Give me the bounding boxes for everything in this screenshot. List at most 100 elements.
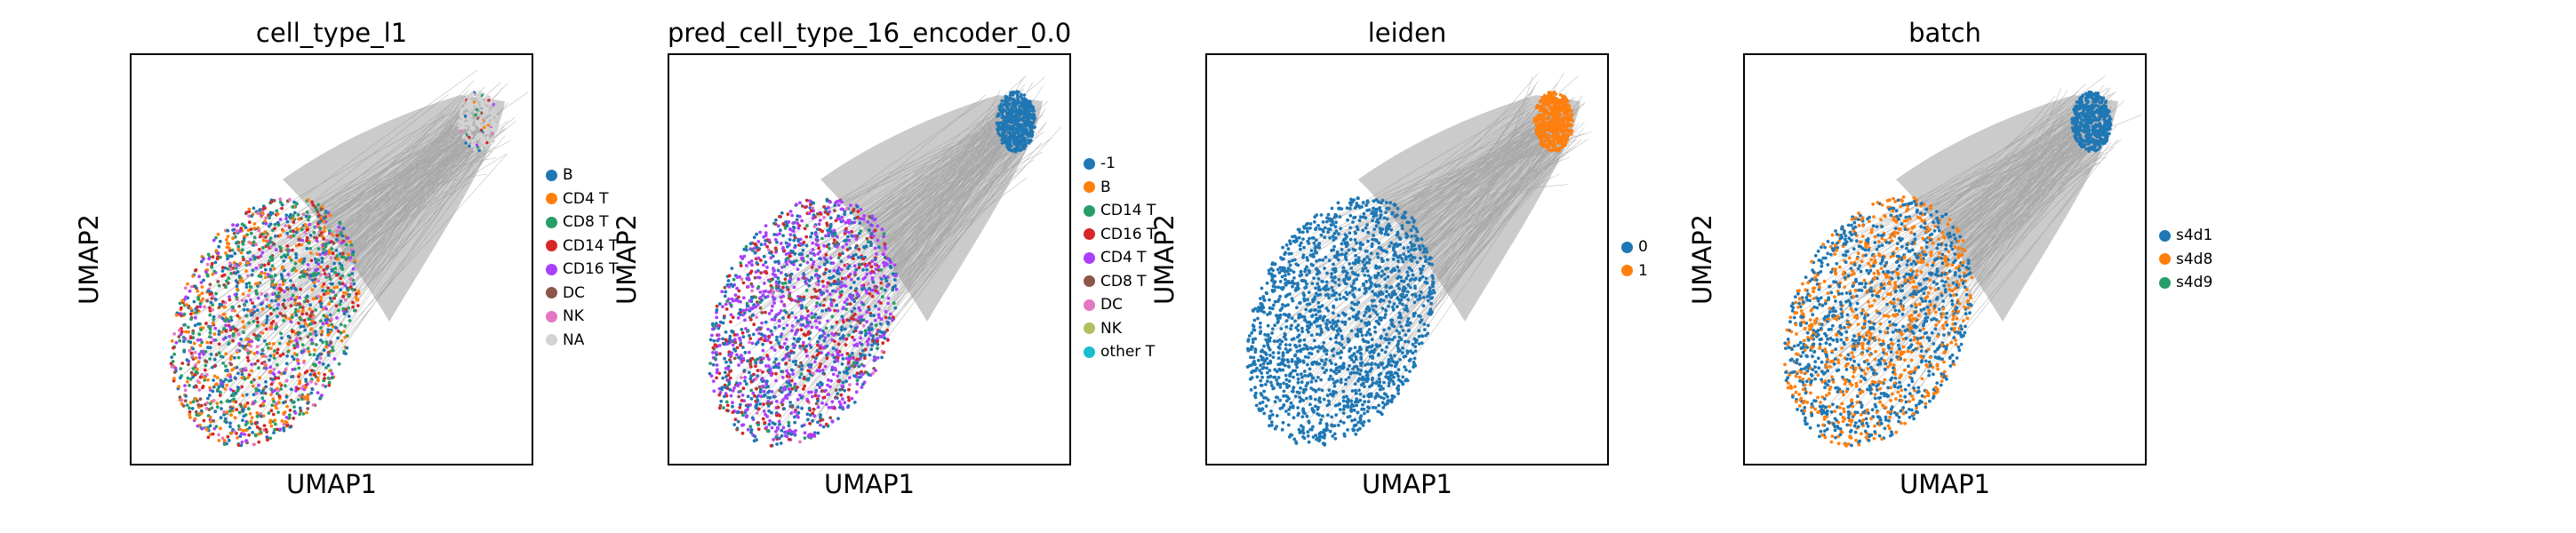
data-point [298, 412, 301, 417]
data-point [735, 353, 739, 357]
data-point [789, 432, 793, 436]
data-point [824, 326, 828, 330]
data-point [300, 227, 304, 232]
data-point [796, 405, 800, 410]
data-point [762, 402, 765, 406]
data-point [352, 282, 356, 286]
data-point [320, 257, 324, 260]
data-point [852, 374, 856, 378]
data-point [332, 241, 336, 245]
data-point [313, 372, 316, 377]
data-point [319, 319, 323, 323]
data-point [469, 118, 474, 122]
data-point [844, 243, 849, 246]
data-point [1344, 297, 1348, 301]
data-point [253, 421, 258, 425]
data-point [735, 346, 740, 350]
data-point [331, 251, 335, 255]
data-point [709, 374, 714, 378]
data-point [222, 439, 227, 442]
data-point [272, 198, 276, 203]
data-point [737, 355, 740, 360]
data-point [179, 306, 183, 310]
data-point [825, 197, 829, 202]
data-point [1028, 139, 1033, 142]
data-point [859, 217, 863, 221]
data-point [211, 365, 214, 370]
data-point [309, 369, 314, 372]
data-point [796, 319, 800, 323]
data-point [284, 362, 289, 366]
data-point [273, 427, 276, 432]
data-point [484, 106, 487, 109]
connectivity-line [218, 112, 477, 351]
data-point [191, 375, 195, 379]
data-point [244, 226, 248, 229]
data-point [213, 260, 218, 265]
data-point [265, 342, 269, 346]
data-point [170, 355, 174, 359]
legend-marker [1084, 204, 1095, 217]
data-point [247, 342, 251, 346]
data-point [792, 226, 796, 230]
data-point [284, 384, 287, 388]
data-point [727, 380, 732, 384]
legend-marker [546, 240, 557, 252]
data-point [326, 333, 331, 337]
data-point [203, 376, 206, 379]
data-point [280, 276, 284, 281]
data-point [780, 376, 785, 379]
data-point [341, 251, 345, 256]
data-point [883, 288, 887, 292]
data-point [818, 386, 822, 389]
data-point [844, 229, 848, 234]
data-point [239, 338, 243, 341]
data-point [340, 241, 344, 245]
data-point [257, 274, 261, 278]
data-point [269, 325, 273, 330]
data-point [282, 371, 286, 375]
data-point [258, 235, 262, 239]
data-point [205, 273, 210, 276]
data-point [230, 248, 235, 252]
data-point [779, 295, 783, 299]
data-point [247, 210, 252, 214]
data-point [796, 226, 801, 230]
data-point [843, 401, 847, 405]
data-point [784, 220, 788, 224]
data-point [316, 247, 321, 251]
data-point [799, 395, 804, 400]
data-point [289, 339, 293, 344]
data-point [264, 221, 268, 226]
data-point [278, 197, 283, 202]
data-point [849, 211, 853, 215]
data-point [242, 414, 246, 418]
data-point [804, 344, 809, 348]
data-point [343, 298, 348, 302]
data-point [764, 364, 768, 368]
data-point [197, 355, 202, 360]
data-point [1009, 110, 1012, 114]
data-point [843, 388, 847, 393]
data-point [781, 222, 786, 226]
connectivity-line [1284, 130, 1538, 330]
data-point [254, 337, 259, 341]
data-point [776, 289, 780, 293]
data-point [773, 260, 777, 264]
legend-label: CD16 T [563, 260, 619, 279]
data-point [319, 305, 324, 309]
data-point [224, 329, 228, 333]
data-point [755, 245, 759, 250]
data-point [231, 326, 235, 330]
data-point [214, 291, 218, 296]
data-point [814, 290, 818, 293]
data-point [761, 384, 765, 388]
data-point [870, 214, 875, 219]
data-point [203, 305, 206, 309]
data-point [228, 357, 233, 362]
data-point [776, 224, 780, 228]
data-point [739, 343, 742, 347]
data-point [194, 268, 198, 272]
data-point [815, 301, 819, 306]
data-point [269, 200, 274, 204]
